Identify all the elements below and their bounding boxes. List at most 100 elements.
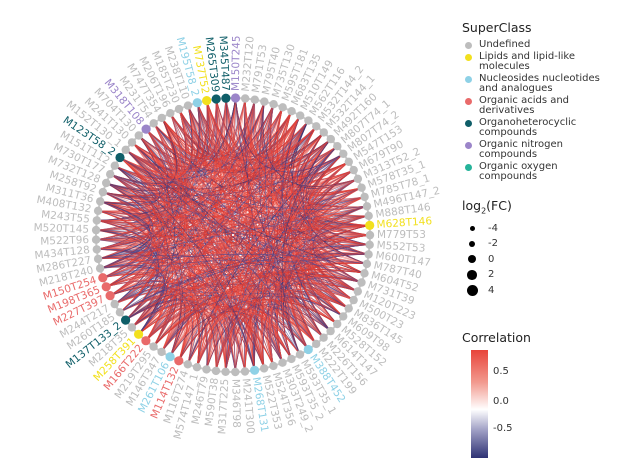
legend-panel: SuperClass Undefined Lipids and lipid-lik… (462, 20, 612, 458)
legend-label: Nucleosides nucleotides and analogues (479, 73, 600, 94)
correlation-link (131, 120, 309, 328)
node-m123t58-2 (115, 152, 125, 163)
correlation-link (106, 113, 182, 288)
fold-change-legend-item: -4 (462, 221, 512, 237)
node-m150t254 (98, 273, 108, 283)
correlation-link (119, 157, 368, 210)
correlation-link (206, 100, 265, 369)
correlation-link (153, 123, 217, 371)
correlation-link (225, 145, 338, 372)
node-label: M345T487 (217, 35, 232, 91)
correlation-link (306, 271, 362, 317)
correlation-link (196, 169, 354, 368)
correlation-link (169, 314, 255, 371)
correlation-link (265, 104, 309, 350)
node-m532t144-1 (319, 128, 328, 137)
node-m408t132 (93, 206, 103, 215)
colorbar-tick-label: -0.5 (493, 423, 513, 434)
node-m218t240 (95, 264, 105, 273)
correlation-link (178, 98, 218, 155)
node-m595t181 (278, 103, 287, 112)
correlation-colorbar (471, 350, 488, 458)
node-m532t144-2 (312, 122, 321, 131)
node-m547t153 (344, 157, 353, 166)
correlation-link (98, 205, 368, 260)
correlation-link (119, 142, 168, 313)
fold-change-legend-item: 2 (462, 267, 512, 283)
correlation-link (302, 282, 349, 317)
node-m231t54 (149, 119, 158, 128)
correlation-link (262, 101, 359, 187)
node-m614t147 (326, 326, 335, 336)
colorbar-tick-label: 0.0 (493, 396, 509, 407)
node-m704t130 (134, 131, 143, 140)
correlation-link (161, 187, 362, 353)
node-m552t53 (365, 240, 374, 249)
legend-label: Undefined (479, 39, 531, 50)
correlation-link (290, 126, 338, 325)
node-m888t146 (364, 211, 373, 220)
correlation-link (248, 101, 265, 371)
node-label: M628T146 (376, 215, 433, 231)
node-label: M520T145 (33, 222, 89, 236)
correlation-link (187, 311, 301, 365)
correlation-link (100, 249, 369, 269)
correlation-link (225, 111, 292, 372)
legend-label: Organic nitrogen compounds (479, 139, 563, 160)
correlation-link (187, 105, 265, 369)
correlation-link (187, 145, 338, 365)
node-m496t147-2 (362, 202, 372, 211)
correlation-link (153, 309, 203, 368)
legend-label: Organic acids and derivatives (479, 95, 570, 116)
correlation-link (250, 99, 274, 153)
node-m241t130 (127, 138, 137, 147)
size-label: -2 (488, 238, 498, 250)
correlation-link (161, 98, 227, 158)
correlation-link (161, 153, 344, 353)
correlation-link (291, 275, 362, 350)
correlation-link (98, 196, 365, 218)
legend-swatch (465, 142, 472, 149)
correlation-link (278, 111, 332, 169)
node-m219t295 (149, 342, 158, 351)
node-m593t35-2 (287, 354, 296, 364)
correlation-links (96, 97, 371, 373)
correlation-link (96, 248, 344, 317)
correlation-link (125, 149, 317, 345)
correlation-link (100, 265, 166, 335)
correlation-link (308, 253, 369, 317)
superclass-legend-item: Nucleosides nucleotides and analogues (462, 74, 612, 94)
node-m578t35-1 (357, 183, 366, 192)
correlation-link (114, 104, 274, 180)
superclass-legend: SuperClass Undefined Lipids and lipid-lik… (462, 20, 612, 182)
correlation-link (196, 102, 317, 345)
correlation-link (119, 260, 367, 313)
node-m732t128 (102, 178, 111, 188)
correlation-legend-title: Correlation (462, 330, 531, 345)
correlation-link (119, 157, 362, 283)
node-m258t92 (98, 187, 108, 197)
legend-swatch (465, 98, 472, 105)
correlation-link (215, 98, 324, 338)
node-m574t147-1 (192, 363, 202, 372)
node-m268t131 (250, 365, 260, 375)
size-label: 4 (488, 284, 495, 296)
correlation-link (178, 315, 226, 372)
superclass-legend-item: Undefined (462, 40, 612, 50)
correlation-link (100, 265, 324, 338)
correlation-link (96, 98, 246, 241)
node-m243t55 (92, 216, 102, 225)
size-swatch (467, 270, 477, 280)
node-m528t152 (333, 319, 342, 329)
correlation-link (281, 115, 331, 332)
node-m593t35-1 (295, 350, 305, 359)
node-m286t227 (93, 254, 103, 264)
node-m317t225 (221, 367, 230, 376)
superclass-legend-item: Organic acids and derivatives (462, 96, 612, 116)
legend-label: Organic oxygen compounds (479, 161, 558, 182)
correlation-link (178, 108, 317, 345)
node-m116t274 (183, 360, 192, 369)
node-label: M317T225 (216, 378, 231, 434)
correlation-link (100, 201, 152, 279)
node-m510t149 (296, 111, 305, 120)
